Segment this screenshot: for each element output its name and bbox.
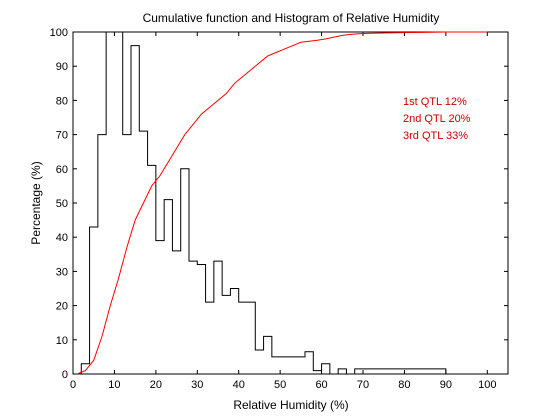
y-axis: 0 10 20 30 40 50 60 70 80 90 100 [50,27,508,381]
x-tick-label: 60 [315,379,327,391]
y-axis-label: Percentage (%) [29,161,43,244]
histogram-stairs-line [80,31,447,375]
quartile-annotation: 3rd QTL 33% [403,130,468,142]
y-tick-label: 70 [56,130,68,142]
x-axis-label: Relative Humidity (%) [233,398,348,412]
y-tick-label: 100 [50,27,68,39]
x-tick-label: 30 [191,379,203,391]
x-tick-label: 80 [398,379,410,391]
quartile-annotation: 1st QTL 12% [403,96,467,108]
y-tick-label: 50 [56,198,68,210]
y-tick-label: 20 [56,301,68,313]
y-tick-label: 40 [56,232,68,244]
cumulative-curve-line [76,31,488,375]
x-tick-label: 70 [357,379,369,391]
quartile-annotations: 1st QTL 12% 2nd QTL 20% 3rd QTL 33% [403,96,471,142]
series-layer [76,31,488,375]
x-tick-label: 0 [70,379,76,391]
plot-area [72,31,509,375]
y-tick-label: 10 [56,335,68,347]
y-tick-label: 30 [56,266,68,278]
y-tick-label: 90 [56,61,68,73]
x-axis: 0 10 20 30 40 50 60 70 80 90 100 [70,32,496,391]
x-tick-label: 20 [150,379,162,391]
y-tick-label: 0 [62,369,68,381]
y-tick-label: 80 [56,95,68,107]
y-tick-label: 60 [56,164,68,176]
x-tick-label: 100 [478,379,496,391]
x-tick-label: 50 [274,379,286,391]
x-tick-label: 10 [108,379,120,391]
x-tick-label: 90 [440,379,452,391]
x-tick-label: 40 [233,379,245,391]
quartile-annotation: 2nd QTL 20% [403,113,471,125]
chart-title: Cumulative function and Histogram of Rel… [143,11,440,25]
